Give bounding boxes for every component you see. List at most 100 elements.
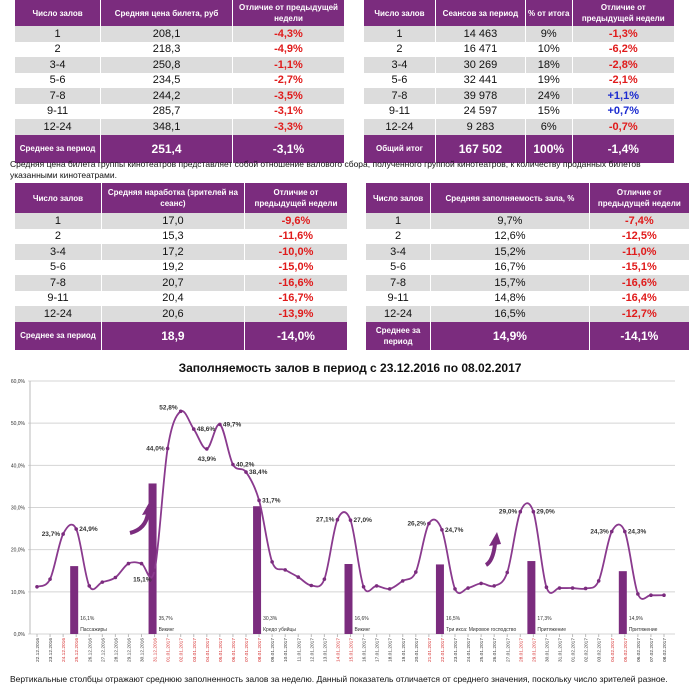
occupancy-chart: Заполняемость залов в период с 23.12.201… [11,361,675,662]
column-header: Число залов [15,0,102,26]
data-label: 52,8% [159,404,178,411]
table-cell: 24% [525,88,573,104]
data-point [531,509,536,514]
table-cell: 3-4 [364,57,436,73]
x-tick-label: 04.01.2017 [205,638,211,662]
table-row: 1 9,7% -7,4% [366,213,690,229]
table-header: Число залов Средняя заполняемость зала, %… [366,183,690,213]
table-cell: 3-4 [366,244,432,260]
data-label: 29,0% [536,509,555,516]
data-label: 15,1% [133,576,152,583]
table-row: 9-11 14,8% -16,4% [366,290,690,306]
data-point [61,532,65,536]
table-cell: 218,3 [100,41,233,57]
data-point [544,585,549,589]
data-point [414,570,418,574]
table-cell: 5-6 [366,259,432,275]
table-cell: 19,2 [101,259,245,275]
data-point [400,579,405,583]
table-row: 2 218,3 -4,9% [15,41,346,57]
x-tick-label: 24.12.2016 [61,638,67,662]
data-point [570,586,575,590]
table-cell: 12,6% [430,228,590,244]
data-point [218,422,222,427]
bar [618,571,627,634]
table-row: 5-6 32 441 19% -2,1% [364,72,675,88]
table-cell: -3,3% [232,119,346,135]
table-footer-cell: Среднее за период [15,134,102,163]
table-footer-row: Общий итог 167 502 100% -1,4% [364,134,675,163]
x-tick-label: 01.01.2017 [166,638,172,662]
data-point [178,409,183,414]
chart-note: Вертикальные столбцы отражают среднюю за… [10,674,668,684]
table-footer-cell: -14,0% [244,321,349,350]
table-row: 7-8 15,7% -16,6% [366,275,690,291]
data-point [492,584,496,588]
data-label: 49,7% [223,421,242,428]
bar-film-label: Пассажиры [80,627,107,633]
data-point [296,575,301,579]
table-row: 7-8 39 978 24% +1,1% [364,88,675,104]
table-footer-cell: 167 502 [435,134,526,163]
table-footer-cell: 18,9 [101,321,245,350]
table-cell: 244,2 [100,88,233,104]
table-row: 2 16 471 10% -6,2% [364,41,675,57]
data-point [518,509,523,514]
data-point [205,447,209,451]
x-tick-label: 25.12.2016 [74,638,80,662]
column-header: Средняя наработка (зрителей на сеанс) [101,183,245,213]
bar-value-label: 16,5% [446,616,461,622]
x-tick-label: 17.01.2017 [375,638,381,662]
x-tick-label: 29.12.2016 [126,638,132,662]
data-point [440,528,444,532]
table-footer-cell: Среднее за период [15,321,102,350]
bar-film-label: Викинг [159,627,175,633]
data-point [623,529,627,534]
x-tick-label: 11.01.2017 [296,638,302,662]
data-point [165,446,170,451]
bar [527,561,536,634]
y-tick-label: 40,0% [11,463,26,469]
x-tick-label: 31.12.2016 [153,638,159,662]
table-row: 3-4 15,2% -11,0% [366,244,690,260]
table-cell: 9-11 [366,290,432,306]
table-footer-cell: 100% [525,134,573,163]
x-tick-label: 26.12.2016 [87,638,93,662]
ticket-price-table: Число залов Средняя цена билета, руб Отлич… [15,0,346,163]
table-cell: -6,2% [572,41,675,57]
x-tick-label: 30.12.2016 [140,638,146,662]
table-row: 12-24 20,6 -13,9% [15,306,349,322]
table-cell: 7-8 [15,88,102,104]
bar-film-label: Викинг [355,627,371,633]
table-row: 1 14 463 9% -1,3% [364,26,675,42]
bar-value-label: 30,3% [263,616,278,622]
table-cell: -15,1% [589,259,690,275]
arrow-head-icon [489,532,501,546]
table-cell: -7,4% [589,213,690,229]
table-row: 5-6 16,7% -15,1% [366,259,690,275]
table-cell: +0,7% [572,103,675,119]
table-cell: -4,9% [232,41,346,57]
table-cell: 6% [525,119,573,135]
column-header: Отличие от предыдущей недели [589,183,690,213]
column-header: Число залов [364,0,436,26]
table-cell: -1,1% [232,57,346,73]
table-cell: 9% [525,26,573,42]
table-row: 12-24 16,5% -12,7% [366,306,690,322]
table-row: 3-4 17,2 -10,0% [15,244,349,260]
table-cell: 2 [366,228,432,244]
table-cell: 3-4 [15,244,102,260]
data-label: 24,9% [79,526,98,533]
data-label: 38,4% [249,469,268,476]
data-point [126,561,131,566]
x-tick-label: 27.12.2016 [100,638,106,662]
data-label: 40,2% [236,461,255,468]
x-tick-label: 15.01.2017 [349,638,355,662]
data-label: 27,1% [316,517,335,524]
data-point [479,581,483,586]
data-label: 24,7% [445,527,464,534]
data-point [557,586,562,590]
table-cell: -9,6% [244,213,349,229]
column-header: Число залов [366,183,432,213]
x-tick-label: 12.01.2017 [309,638,315,662]
